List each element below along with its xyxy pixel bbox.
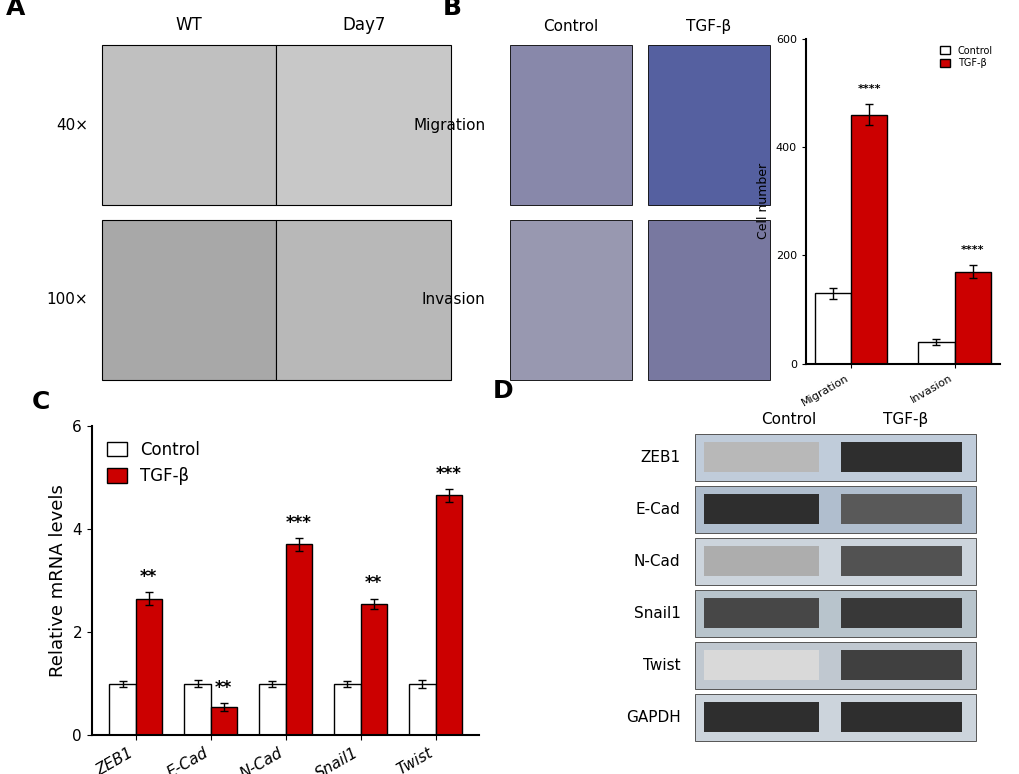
Bar: [841, 546, 961, 577]
Text: ***: ***: [435, 465, 462, 483]
Text: Twist: Twist: [642, 658, 680, 673]
Bar: [334, 683, 361, 735]
Bar: [361, 604, 386, 735]
Bar: [259, 683, 285, 735]
Text: Invasion: Invasion: [422, 293, 485, 307]
Text: **: **: [365, 574, 382, 592]
Bar: [647, 45, 769, 205]
Text: B: B: [442, 0, 462, 19]
Bar: [694, 642, 975, 689]
Text: ****: ****: [960, 245, 983, 255]
Bar: [136, 598, 162, 735]
Bar: [694, 486, 975, 533]
Bar: [109, 683, 136, 735]
Bar: [917, 342, 954, 364]
Bar: [694, 434, 975, 481]
Text: Snail1: Snail1: [633, 606, 680, 621]
Bar: [850, 115, 887, 364]
Bar: [841, 650, 961, 680]
Text: TGF-β: TGF-β: [686, 19, 731, 34]
Y-axis label: Cell number: Cell number: [756, 163, 769, 239]
Bar: [694, 590, 975, 637]
Bar: [841, 443, 961, 472]
Bar: [210, 707, 236, 735]
Bar: [276, 220, 450, 380]
Text: **: **: [215, 679, 232, 697]
Text: 100×: 100×: [47, 293, 89, 307]
Bar: [954, 272, 989, 364]
Bar: [102, 220, 276, 380]
Bar: [510, 45, 632, 205]
Text: ***: ***: [285, 514, 312, 532]
Text: A: A: [6, 0, 24, 19]
Text: GAPDH: GAPDH: [626, 710, 680, 724]
Bar: [285, 544, 312, 735]
Bar: [102, 45, 276, 205]
Bar: [703, 443, 818, 472]
Bar: [703, 650, 818, 680]
Bar: [703, 495, 818, 525]
Bar: [184, 683, 210, 735]
Bar: [703, 598, 818, 628]
Text: C: C: [32, 390, 50, 415]
Text: N-Cad: N-Cad: [633, 554, 680, 569]
Bar: [647, 220, 769, 380]
Text: Control: Control: [760, 413, 815, 427]
Text: ****: ****: [856, 84, 879, 94]
Bar: [703, 702, 818, 732]
Bar: [510, 220, 632, 380]
Bar: [814, 293, 850, 364]
Text: **: **: [140, 568, 157, 586]
Bar: [841, 598, 961, 628]
Bar: [841, 702, 961, 732]
Text: Control: Control: [543, 19, 598, 34]
Text: D: D: [492, 379, 513, 403]
Text: Migration: Migration: [413, 118, 485, 132]
Bar: [435, 495, 462, 735]
Bar: [841, 495, 961, 525]
Text: ZEB1: ZEB1: [640, 450, 680, 465]
Text: TGF-β: TGF-β: [882, 413, 927, 427]
Text: 40×: 40×: [56, 118, 89, 132]
Bar: [694, 694, 975, 741]
Y-axis label: Relative mRNA levels: Relative mRNA levels: [49, 484, 66, 677]
Legend: Control, TGF-β: Control, TGF-β: [100, 434, 207, 491]
Text: WT: WT: [175, 16, 203, 34]
Bar: [409, 683, 435, 735]
Bar: [694, 538, 975, 585]
Legend: Control, TGF-β: Control, TGF-β: [937, 43, 994, 70]
Bar: [703, 546, 818, 577]
Bar: [276, 45, 450, 205]
Text: E-Cad: E-Cad: [635, 502, 680, 517]
Text: Day7: Day7: [341, 16, 385, 34]
